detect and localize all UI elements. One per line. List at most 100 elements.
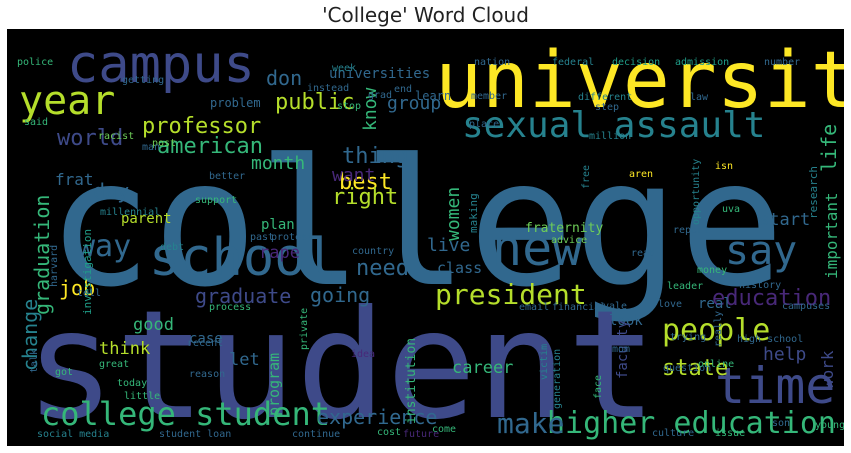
word-millennial: millennial xyxy=(100,207,160,218)
word-plan: plan xyxy=(261,217,295,233)
word-private: private xyxy=(299,308,310,350)
word-better: better xyxy=(209,171,245,182)
word-institution: institution xyxy=(404,338,419,424)
word-rape: rape xyxy=(259,243,300,263)
word-yale: yale xyxy=(603,301,627,312)
word-higher-education: higher education xyxy=(547,406,836,441)
word-instead: instead xyxy=(307,83,349,94)
word-read: read xyxy=(631,248,655,259)
word-said: said xyxy=(24,117,48,128)
word-young: young xyxy=(815,420,844,431)
word-help: help xyxy=(763,344,806,365)
word-graduation: graduation xyxy=(30,195,54,315)
word-member: member xyxy=(471,91,507,102)
word-number: number xyxy=(764,57,800,68)
word-love: love xyxy=(658,299,682,310)
word-post: post xyxy=(152,138,176,149)
word-million: million xyxy=(589,131,631,142)
word-protest: protest xyxy=(271,232,313,243)
word-mom: mom xyxy=(612,344,630,355)
word-university: university xyxy=(435,36,844,126)
word-law: law xyxy=(690,92,709,103)
word-day: day xyxy=(93,179,129,203)
word-think: think xyxy=(99,339,150,359)
word-different: different xyxy=(578,92,632,103)
word-past: past xyxy=(250,232,274,243)
word-future: future xyxy=(403,429,439,440)
word-college-student: college student xyxy=(41,395,330,433)
word-debt: debt xyxy=(160,242,184,253)
word-change: change xyxy=(18,299,42,371)
word-faculty: faculty xyxy=(615,320,631,379)
word-today: today xyxy=(117,378,147,389)
word-american: american xyxy=(157,134,263,159)
word-culture: culture xyxy=(652,428,694,439)
word-victim: victim xyxy=(539,344,550,380)
word-way: way xyxy=(77,229,131,264)
word-class: class xyxy=(437,259,482,277)
word-professor: professor xyxy=(142,114,261,139)
word-know: know xyxy=(360,87,381,131)
word-stop: stop xyxy=(337,101,361,112)
word-issue: issue xyxy=(715,428,745,439)
word-grad: grad xyxy=(368,90,392,101)
word-really: really xyxy=(713,311,724,347)
word-idea: idea xyxy=(351,349,375,360)
word-program: program xyxy=(265,353,283,416)
word-best: best xyxy=(339,170,392,195)
word-high-school: high school xyxy=(737,334,803,345)
word-federal: federal xyxy=(552,57,594,68)
word-country: country xyxy=(352,246,394,257)
word-make: make xyxy=(497,407,564,440)
word-life: life xyxy=(817,124,841,172)
word-start: start xyxy=(759,210,810,230)
word-right: right xyxy=(332,185,398,210)
word-learn: learn xyxy=(415,89,451,103)
word-year: year xyxy=(19,78,115,124)
word-graduate: graduate xyxy=(195,284,291,308)
word-public: public xyxy=(275,90,354,115)
word-job: job xyxy=(59,276,95,300)
chart-title: 'College' Word Cloud xyxy=(322,3,529,27)
word-nation: nation xyxy=(474,57,510,68)
word-report: report xyxy=(673,225,709,236)
word-financial: financial xyxy=(552,302,606,313)
word-thing: thing xyxy=(342,144,408,169)
word-social-media: social media xyxy=(37,429,109,440)
word-fraternity: fraternity xyxy=(525,221,603,236)
word-president: president xyxy=(435,278,587,311)
word-universities: universities xyxy=(329,66,430,82)
word-campuses: campuses xyxy=(782,301,830,312)
word-sexual-assault: sexual assault xyxy=(462,105,765,146)
word-racist: racist xyxy=(98,131,134,142)
word-look: look xyxy=(609,313,643,329)
word-decision: decision xyxy=(612,57,660,68)
word-campus: campus xyxy=(67,35,255,95)
word-want: want xyxy=(332,165,375,186)
word-uva: uva xyxy=(722,204,740,215)
word-problem: problem xyxy=(210,96,261,110)
word-frat: frat xyxy=(55,170,94,189)
word-state: state xyxy=(662,356,728,381)
word-email: email xyxy=(519,302,549,313)
word-student-loan: student loan xyxy=(159,429,231,440)
word-free: free xyxy=(581,165,592,189)
word-people: people xyxy=(662,313,770,348)
word-leader: leader xyxy=(667,281,703,292)
word-school: school xyxy=(149,228,337,288)
word-place: place xyxy=(469,119,499,130)
word-student: student xyxy=(25,279,657,446)
word-man: man xyxy=(142,142,160,153)
word-come: come xyxy=(432,424,456,435)
word-need: need xyxy=(356,256,409,281)
word-real: real xyxy=(698,296,732,312)
word-important: important xyxy=(822,192,841,279)
word-case: case xyxy=(189,331,223,347)
word-say: say xyxy=(725,228,797,274)
word-let: let xyxy=(229,350,260,370)
word-education: education xyxy=(712,286,831,311)
word-women: women xyxy=(443,187,464,241)
word-new: new xyxy=(492,219,583,277)
